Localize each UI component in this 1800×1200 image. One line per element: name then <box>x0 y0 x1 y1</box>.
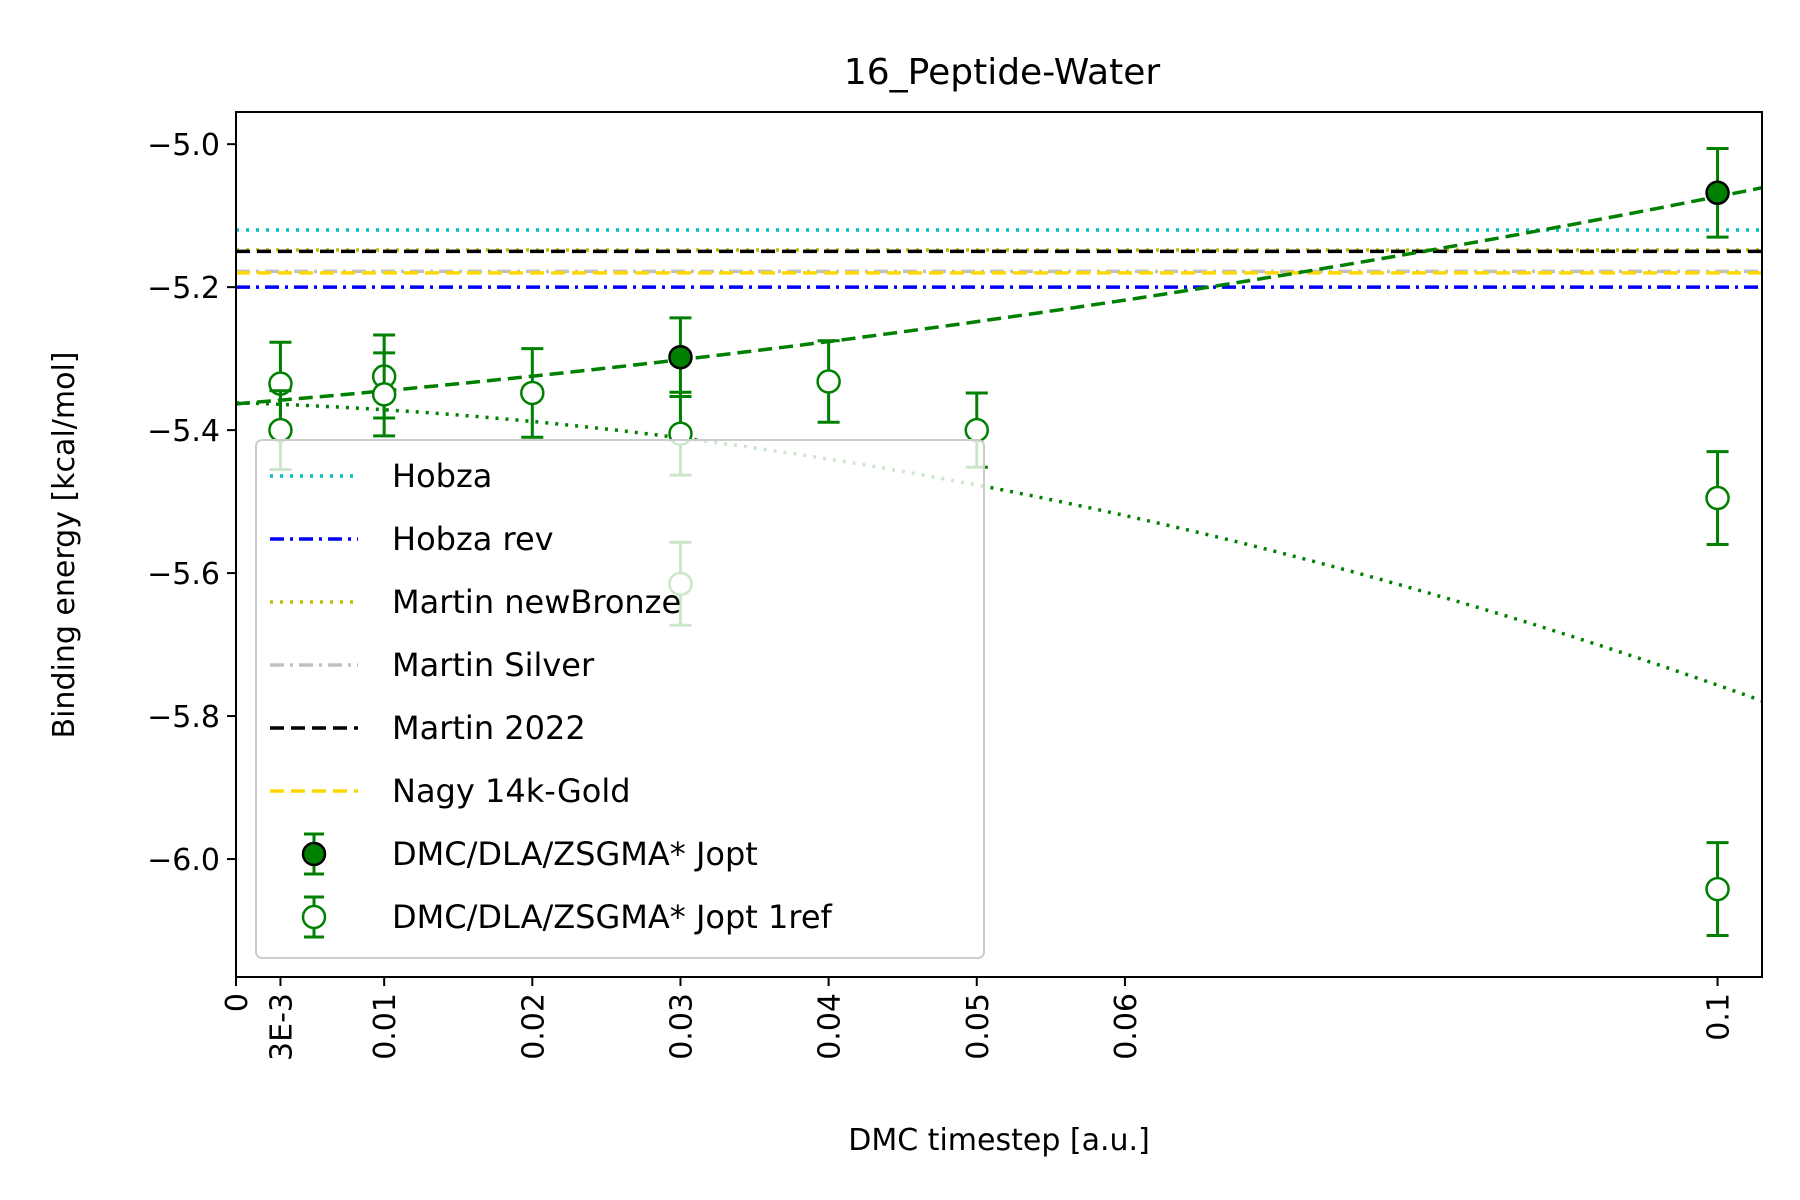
x-axis-ticks: 0 3E-3 0.01 0.02 0.03 0.04 0.05 0.06 0.1 <box>220 977 1737 1061</box>
legend-entry: Martin 2022 <box>270 709 586 747</box>
legend-label: DMC/DLA/ZSGMA* Jopt <box>392 835 758 873</box>
legend-label: Nagy 14k-Gold <box>392 772 631 810</box>
legend-marker <box>301 904 327 930</box>
data-point <box>1705 450 1730 546</box>
y-axis-ticks: −5.0 −5.2 −5.4 −5.6 −5.8 −6.0 <box>147 128 236 878</box>
fit-curves <box>236 185 1762 703</box>
point-marker <box>816 369 841 394</box>
x-tick-label: 0.02 <box>516 993 551 1060</box>
point-marker <box>668 344 693 370</box>
legend-label: Martin newBronze <box>392 583 681 621</box>
point-marker <box>964 417 990 443</box>
legend-box <box>255 439 985 959</box>
legend-label: Hobza rev <box>392 520 554 558</box>
y-tick-label: −5.2 <box>147 271 220 306</box>
legend-label: Martin 2022 <box>392 709 586 747</box>
point-marker <box>520 380 545 406</box>
y-tick-label: −5.6 <box>147 557 220 592</box>
data-point <box>1705 841 1730 938</box>
legend: Hobza Hobza rev Martin newBronze Martin Sil… <box>255 439 985 959</box>
legend-entry: DMC/DLA/ZSGMA* Jopt <box>301 832 758 876</box>
x-tick-label: 0.01 <box>368 993 403 1060</box>
legend-entry: Hobza rev <box>270 520 554 558</box>
y-tick-label: −5.8 <box>147 700 220 735</box>
legend-entry: DMC/DLA/ZSGMA* Jopt 1ref <box>301 895 833 939</box>
x-tick-label: 0.05 <box>961 993 996 1060</box>
legend-entry: Martin newBronze <box>270 583 681 621</box>
data-point <box>816 339 841 424</box>
y-tick-label: −5.0 <box>147 128 220 163</box>
point-marker <box>1705 485 1730 511</box>
y-tick-label: −6.0 <box>147 843 220 878</box>
reference-lines <box>236 228 1762 289</box>
point-marker <box>268 417 293 443</box>
legend-label: DMC/DLA/ZSGMA* Jopt 1ref <box>392 898 833 936</box>
point-marker <box>1705 876 1730 902</box>
legend-entry: Nagy 14k-Gold <box>270 772 631 810</box>
x-tick-label: 0 <box>220 993 255 1012</box>
legend-entry: Hobza <box>270 457 492 495</box>
point-marker <box>1705 180 1730 206</box>
x-axis-label: DMC timestep [a.u.] <box>848 1123 1150 1158</box>
x-tick-label: 0.06 <box>1109 993 1144 1060</box>
legend-entry: Martin Silver <box>270 646 595 684</box>
x-tick-label: 0.03 <box>664 993 699 1060</box>
data-point <box>1705 146 1730 239</box>
legend-label: Martin Silver <box>392 646 595 684</box>
x-tick-label: 3E-3 <box>264 993 299 1061</box>
y-axis-label: Binding energy [kcal/mol] <box>47 352 82 739</box>
data-point <box>668 316 693 399</box>
y-tick-label: −5.4 <box>147 414 220 449</box>
plot-frame <box>235 111 1763 978</box>
data-point <box>371 351 397 438</box>
legend-marker <box>301 841 327 867</box>
point-marker <box>371 382 397 407</box>
x-tick-label: 0.1 <box>1702 993 1737 1041</box>
x-tick-label: 0.04 <box>813 993 848 1060</box>
fit-curve-0 <box>236 185 1762 406</box>
legend-label: Hobza <box>392 457 492 495</box>
data-point <box>520 347 545 439</box>
chart-title: 16_Peptide-Water <box>844 52 1161 93</box>
